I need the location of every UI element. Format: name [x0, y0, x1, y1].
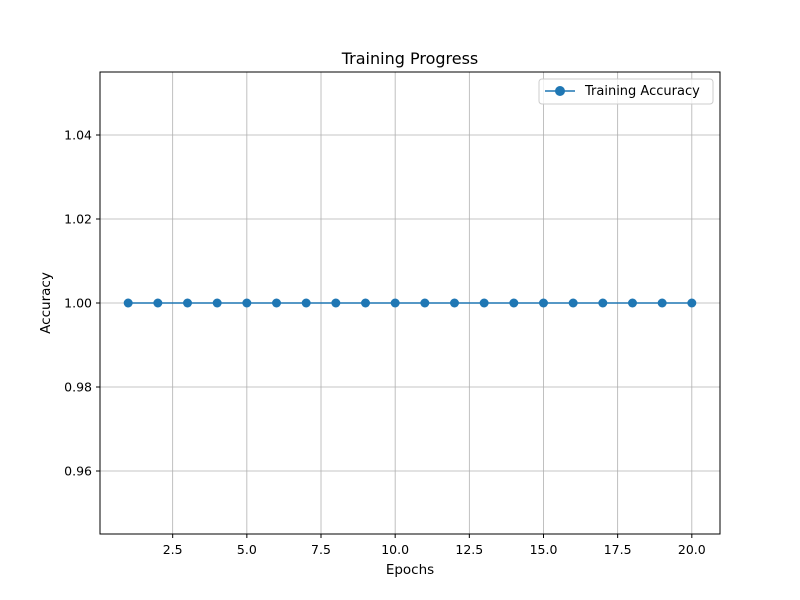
data-point — [509, 298, 519, 308]
y-axis-label: Accuracy — [38, 272, 54, 334]
data-point — [242, 298, 252, 308]
data-point — [538, 298, 548, 308]
data-point — [627, 298, 637, 308]
x-tick-label: 12.5 — [455, 542, 483, 557]
data-point — [479, 298, 489, 308]
x-tick-label: 10.0 — [381, 542, 409, 557]
x-tick-label: 7.5 — [311, 542, 331, 557]
series-layer — [123, 298, 697, 308]
y-tick-label: 0.98 — [64, 380, 92, 395]
data-point — [212, 298, 222, 308]
y-tick-label: 1.02 — [64, 212, 92, 227]
legend-marker — [555, 86, 565, 96]
data-point — [657, 298, 667, 308]
data-point — [449, 298, 459, 308]
y-tick-label: 0.96 — [64, 464, 92, 479]
data-point — [153, 298, 163, 308]
chart-title: Training Progress — [341, 49, 479, 68]
legend: Training Accuracy — [538, 78, 714, 105]
data-point — [420, 298, 430, 308]
data-point — [272, 298, 282, 308]
y-tick-label: 1.04 — [64, 128, 92, 143]
x-tick-label: 2.5 — [163, 542, 183, 557]
ticks: 2.5 5.0 7.5 10.0 12.5 15.0 17.5 20.0 0.96 0.98 1.0… — [64, 128, 706, 558]
legend-label: Training Accuracy — [584, 84, 700, 99]
x-tick-label: 20.0 — [678, 542, 706, 557]
legend-box — [538, 78, 714, 105]
data-point — [687, 298, 697, 308]
x-tick-label: 17.5 — [604, 542, 632, 557]
data-point — [598, 298, 608, 308]
data-point — [361, 298, 371, 308]
data-point — [301, 298, 311, 308]
y-tick-label: 1.00 — [64, 296, 92, 311]
data-point — [183, 298, 193, 308]
data-point — [568, 298, 578, 308]
x-tick-label: 15.0 — [530, 542, 558, 557]
data-point — [123, 298, 133, 308]
data-point — [331, 298, 341, 308]
x-tick-label: 5.0 — [237, 542, 257, 557]
data-point — [390, 298, 400, 308]
x-axis-label: Epochs — [386, 562, 434, 578]
